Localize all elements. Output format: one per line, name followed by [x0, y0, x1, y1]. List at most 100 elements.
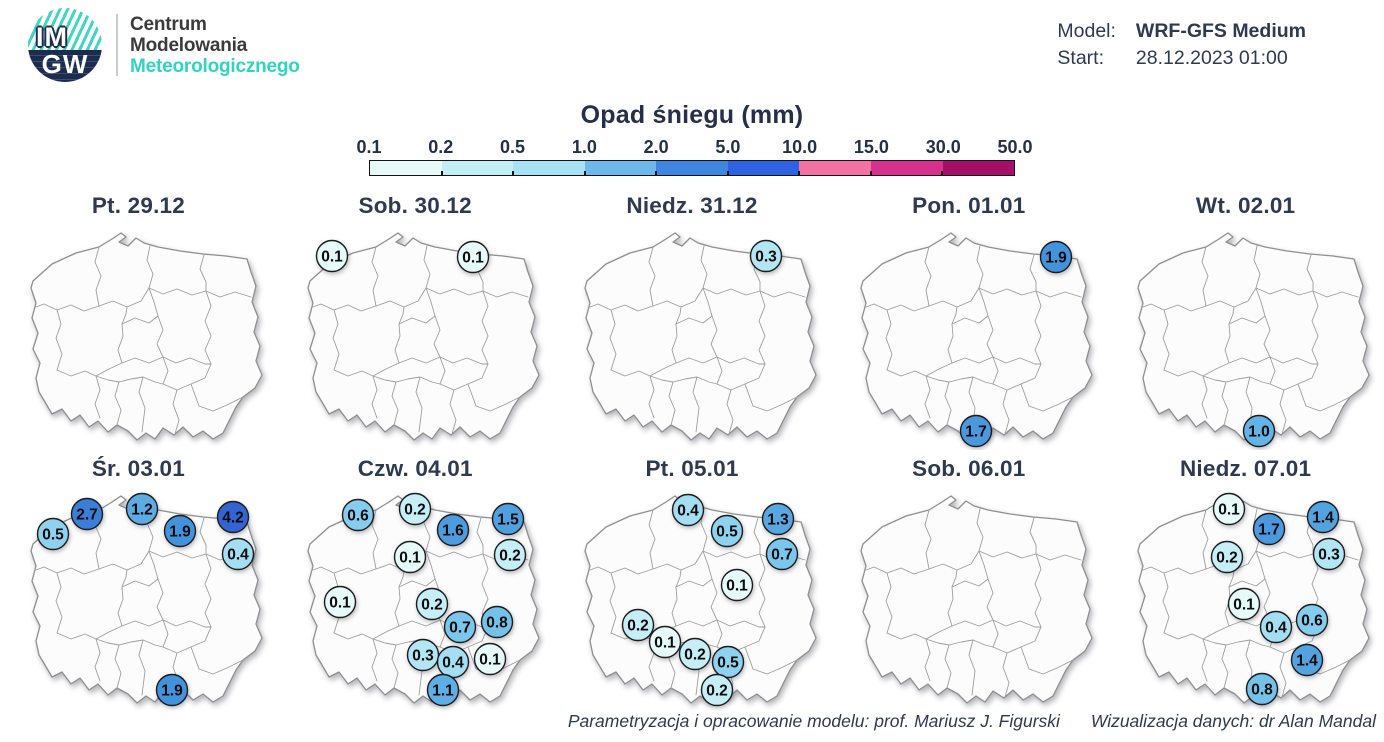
- data-point: 0.2: [398, 492, 431, 526]
- svg-text:1.9: 1.9: [161, 683, 183, 700]
- voivodeship-borders: [865, 508, 1082, 698]
- colorbar-segment: [584, 161, 657, 175]
- maps-row-2: Śr. 03.01: [0, 456, 1384, 713]
- svg-text:0.1: 0.1: [399, 550, 421, 567]
- map-panel-title: Pt. 05.01: [645, 456, 739, 481]
- start-label: Start:: [1057, 47, 1104, 69]
- poland-outline: [860, 495, 1094, 704]
- colorbar-segment: [370, 161, 442, 175]
- data-point: 0.1: [720, 568, 753, 602]
- data-point: 1.6: [436, 513, 469, 547]
- legend-tick: 10.0: [782, 137, 818, 157]
- svg-text:1.0: 1.0: [1248, 424, 1270, 441]
- data-point: 1.5: [491, 502, 524, 536]
- svg-text:0.1: 0.1: [654, 635, 676, 652]
- map-panel: Pt. 29.12: [0, 193, 277, 450]
- data-point: 0.2: [700, 673, 733, 707]
- voivodeship-borders: [312, 245, 529, 435]
- map-panel: Sob. 06.01: [830, 456, 1107, 713]
- map-panel: Pon. 01.01: [830, 193, 1107, 450]
- map-panel-title: Sob. 30.12: [358, 193, 472, 218]
- legend-ticks: 0.1 0.2 0.5 1.0 2.0 5.0 10.0 15.0 30.0 50.0: [356, 136, 1032, 160]
- data-point: 0.1: [323, 585, 356, 619]
- poland-map: 0.1 0.1: [307, 232, 540, 441]
- colorbar-segment: [513, 161, 585, 175]
- svg-text:0.5: 0.5: [717, 655, 739, 672]
- svg-text:0.2: 0.2: [1216, 550, 1238, 567]
- map-panel: Niedz. 31.12: [554, 193, 831, 450]
- data-points: 0.4 0.5 1.3 0.7 0.1 0.2 0.1 0.2 0.5 0.2: [621, 493, 798, 707]
- data-point: 0.5: [710, 514, 743, 548]
- data-point: 2.7: [70, 497, 104, 531]
- colorbar-segment: [942, 161, 1015, 175]
- poland-map: 0.1 1.7 1.4 0.2 0.3 0.1 0.4 0.6 1.4 0.8: [1137, 492, 1370, 706]
- data-points: 0.3: [749, 239, 782, 273]
- data-point: 1.9: [163, 514, 197, 548]
- poland-outline: [30, 232, 263, 441]
- data-points: 1.9 1.7: [960, 240, 1073, 448]
- legend-inner: 0.1 0.2 0.5 1.0 2.0 5.0 10.0 15.0 30.0 50.0: [356, 136, 1033, 176]
- model-label: Model:: [1057, 20, 1116, 42]
- imgw-badge-gw: GW: [41, 49, 89, 79]
- data-point: 0.4: [671, 493, 704, 527]
- poland-outline: [583, 232, 817, 441]
- svg-text:1.1: 1.1: [432, 683, 454, 700]
- svg-text:0.2: 0.2: [684, 647, 706, 664]
- svg-text:0.6: 0.6: [1301, 613, 1323, 630]
- svg-text:0.1: 0.1: [321, 249, 343, 266]
- poland-outline: [307, 232, 540, 441]
- poland-map: 0.3: [583, 232, 817, 441]
- poland-map: [30, 232, 263, 441]
- colorbar-boundary-tick: [440, 171, 443, 175]
- logo-line-2: Modelowania: [130, 34, 248, 56]
- svg-text:0.4: 0.4: [227, 547, 249, 564]
- data-point: 0.1: [648, 625, 681, 659]
- svg-text:0.1: 0.1: [1233, 597, 1255, 614]
- svg-text:0.1: 0.1: [726, 578, 748, 595]
- svg-text:2.7: 2.7: [76, 507, 98, 524]
- data-point: 1.3: [761, 502, 794, 536]
- map-panel-title: Niedz. 07.01: [1179, 456, 1312, 481]
- data-point: 1.2: [125, 492, 159, 526]
- colorbar-segment: [870, 161, 943, 175]
- maps-row-1: Pt. 29.12: [0, 193, 1384, 450]
- map-panel-title: Sob. 06.01: [912, 456, 1026, 481]
- data-points: 0.1 0.1: [315, 239, 489, 274]
- data-point: 0.4: [1259, 610, 1293, 644]
- svg-text:0.5: 0.5: [42, 527, 64, 544]
- colorbar-boundary-tick: [726, 171, 729, 175]
- svg-text:0.4: 0.4: [1265, 620, 1287, 637]
- data-point: 1.7: [1252, 512, 1286, 546]
- logo-text: Centrum Modelowania Meteorologicznego: [130, 14, 300, 77]
- map-panel: Pt. 05.01: [554, 456, 831, 713]
- imgw-logo: IM GW Centrum Modelowania Meteorologiczn…: [28, 8, 300, 82]
- map-panel: Wt. 02.01: [1107, 193, 1384, 450]
- legend: Opad śniegu (mm) 0.1 0.2 0.5 1.0 2.0 5.0 10.0 1…: [0, 101, 1384, 176]
- map-panel-title: Pon. 01.01: [912, 193, 1026, 218]
- data-point: 0.3: [1312, 537, 1346, 571]
- model-info: Model: WRF-GFS Medium Start: 28.12.2023 …: [1057, 20, 1306, 70]
- data-point: 0.6: [341, 498, 374, 532]
- svg-text:0.3: 0.3: [755, 249, 777, 266]
- colorbar-segment: [441, 161, 514, 175]
- logo-divider: [116, 14, 118, 76]
- legend-tick: 2.0: [643, 137, 669, 157]
- legend-tick: 15.0: [853, 137, 889, 157]
- colorbar-boundary-tick: [941, 171, 944, 175]
- colorbar-boundary-tick: [798, 171, 801, 175]
- svg-text:0.7: 0.7: [449, 620, 471, 637]
- poland-map: 1.9 1.7: [860, 232, 1094, 448]
- svg-text:0.2: 0.2: [627, 618, 649, 635]
- voivodeship-borders: [35, 508, 252, 698]
- model-value: WRF-GFS Medium: [1135, 20, 1306, 42]
- start-value: 28.12.2023 01:00: [1135, 47, 1288, 69]
- logo-line-1: Centrum: [130, 13, 207, 35]
- data-point: 0.3: [749, 239, 782, 273]
- svg-text:0.7: 0.7: [771, 547, 793, 564]
- footer-credits: Parametryzacja i opracowanie modelu: pro…: [568, 711, 1376, 732]
- poland-map: [860, 495, 1094, 704]
- svg-text:0.3: 0.3: [412, 648, 434, 665]
- data-point: 0.2: [493, 538, 526, 572]
- svg-text:0.4: 0.4: [677, 503, 699, 520]
